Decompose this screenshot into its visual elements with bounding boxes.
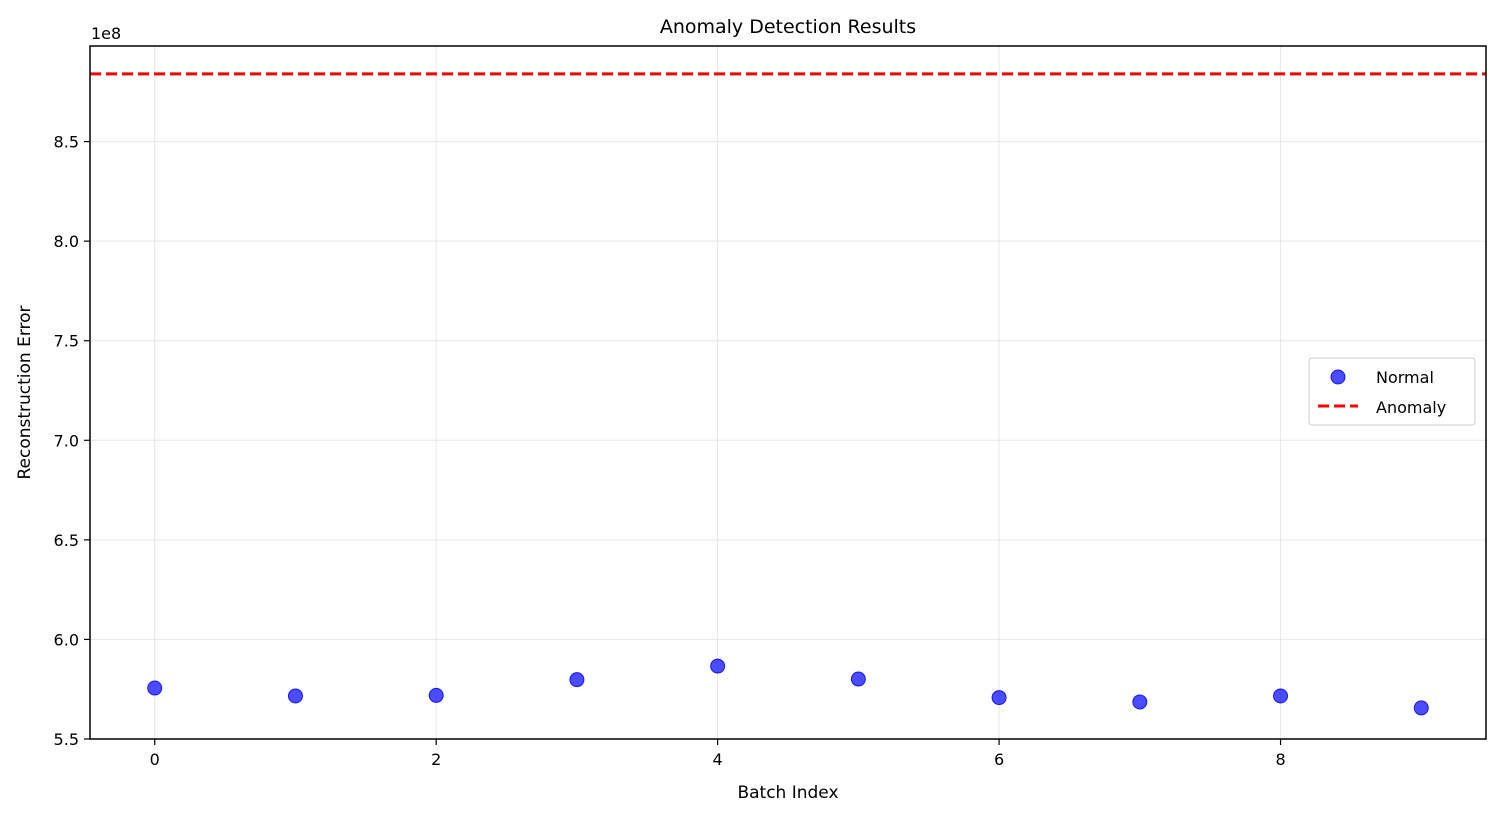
y-tick-label: 5.5 <box>54 730 79 749</box>
data-point <box>1132 694 1148 710</box>
x-tick-label: 6 <box>994 750 1004 769</box>
legend-box <box>1308 357 1476 426</box>
y-tick-label: 6.0 <box>54 630 79 649</box>
data-point <box>569 672 585 688</box>
x-axis-title: Batch Index <box>737 783 838 803</box>
axis-ticks: 0 2 4 6 8 5.5 6.0 6.5 7.0 7.5 8.0 8.5 <box>54 133 1286 769</box>
data-point <box>1413 700 1429 716</box>
data-point <box>147 680 163 696</box>
data-point <box>287 688 303 704</box>
legend-label-anomaly: Anomaly <box>1376 398 1446 417</box>
legend: Normal Anomaly <box>1308 357 1476 426</box>
y-tick-label: 6.5 <box>54 531 79 550</box>
y-axis-title: Reconstruction Error <box>15 305 35 479</box>
x-tick-label: 8 <box>1275 750 1285 769</box>
x-tick-label: 2 <box>431 750 441 769</box>
plot-frame <box>89 45 1487 740</box>
data-point <box>428 687 444 703</box>
legend-label-normal: Normal <box>1376 368 1434 387</box>
legend-marker-normal <box>1330 369 1346 385</box>
y-tick-label: 7.5 <box>54 332 79 351</box>
plot-data <box>90 72 1486 716</box>
data-point <box>710 658 726 674</box>
data-point <box>850 671 866 687</box>
y-axis-offset-label: 1e8 <box>91 24 121 43</box>
x-tick-label: 0 <box>150 750 160 769</box>
data-point <box>991 690 1007 706</box>
grid <box>90 46 1486 740</box>
data-point <box>1273 688 1289 704</box>
y-tick-label: 8.0 <box>54 232 79 251</box>
y-tick-label: 7.0 <box>54 431 79 450</box>
chart-title: Anomaly Detection Results <box>660 16 916 38</box>
x-tick-label: 4 <box>713 750 723 769</box>
y-tick-label: 8.5 <box>54 133 79 152</box>
